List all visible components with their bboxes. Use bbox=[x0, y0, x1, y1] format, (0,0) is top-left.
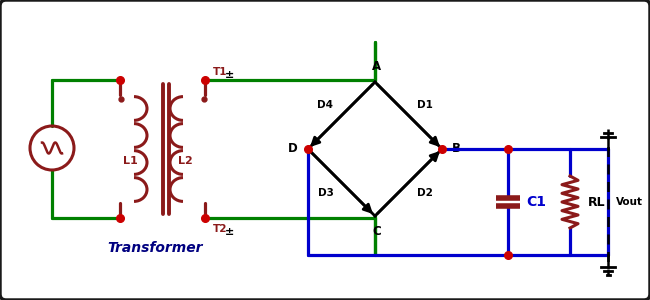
Text: C1: C1 bbox=[526, 195, 546, 209]
Text: L1: L1 bbox=[123, 156, 137, 166]
Text: L2: L2 bbox=[177, 156, 192, 166]
Text: Vout: Vout bbox=[616, 197, 643, 207]
Text: RL: RL bbox=[588, 196, 606, 208]
Text: ±: ± bbox=[225, 70, 234, 80]
Text: Transformer: Transformer bbox=[107, 241, 203, 255]
Text: T1: T1 bbox=[213, 67, 228, 77]
Text: D1: D1 bbox=[417, 100, 432, 110]
Text: D: D bbox=[288, 142, 298, 155]
Text: D3: D3 bbox=[318, 188, 333, 197]
Text: ±: ± bbox=[225, 227, 234, 237]
Text: D4: D4 bbox=[317, 100, 333, 110]
Text: A: A bbox=[372, 60, 382, 73]
Text: D2: D2 bbox=[417, 188, 432, 197]
Text: B: B bbox=[452, 142, 461, 155]
Text: T2: T2 bbox=[213, 224, 228, 234]
Text: C: C bbox=[372, 225, 382, 238]
